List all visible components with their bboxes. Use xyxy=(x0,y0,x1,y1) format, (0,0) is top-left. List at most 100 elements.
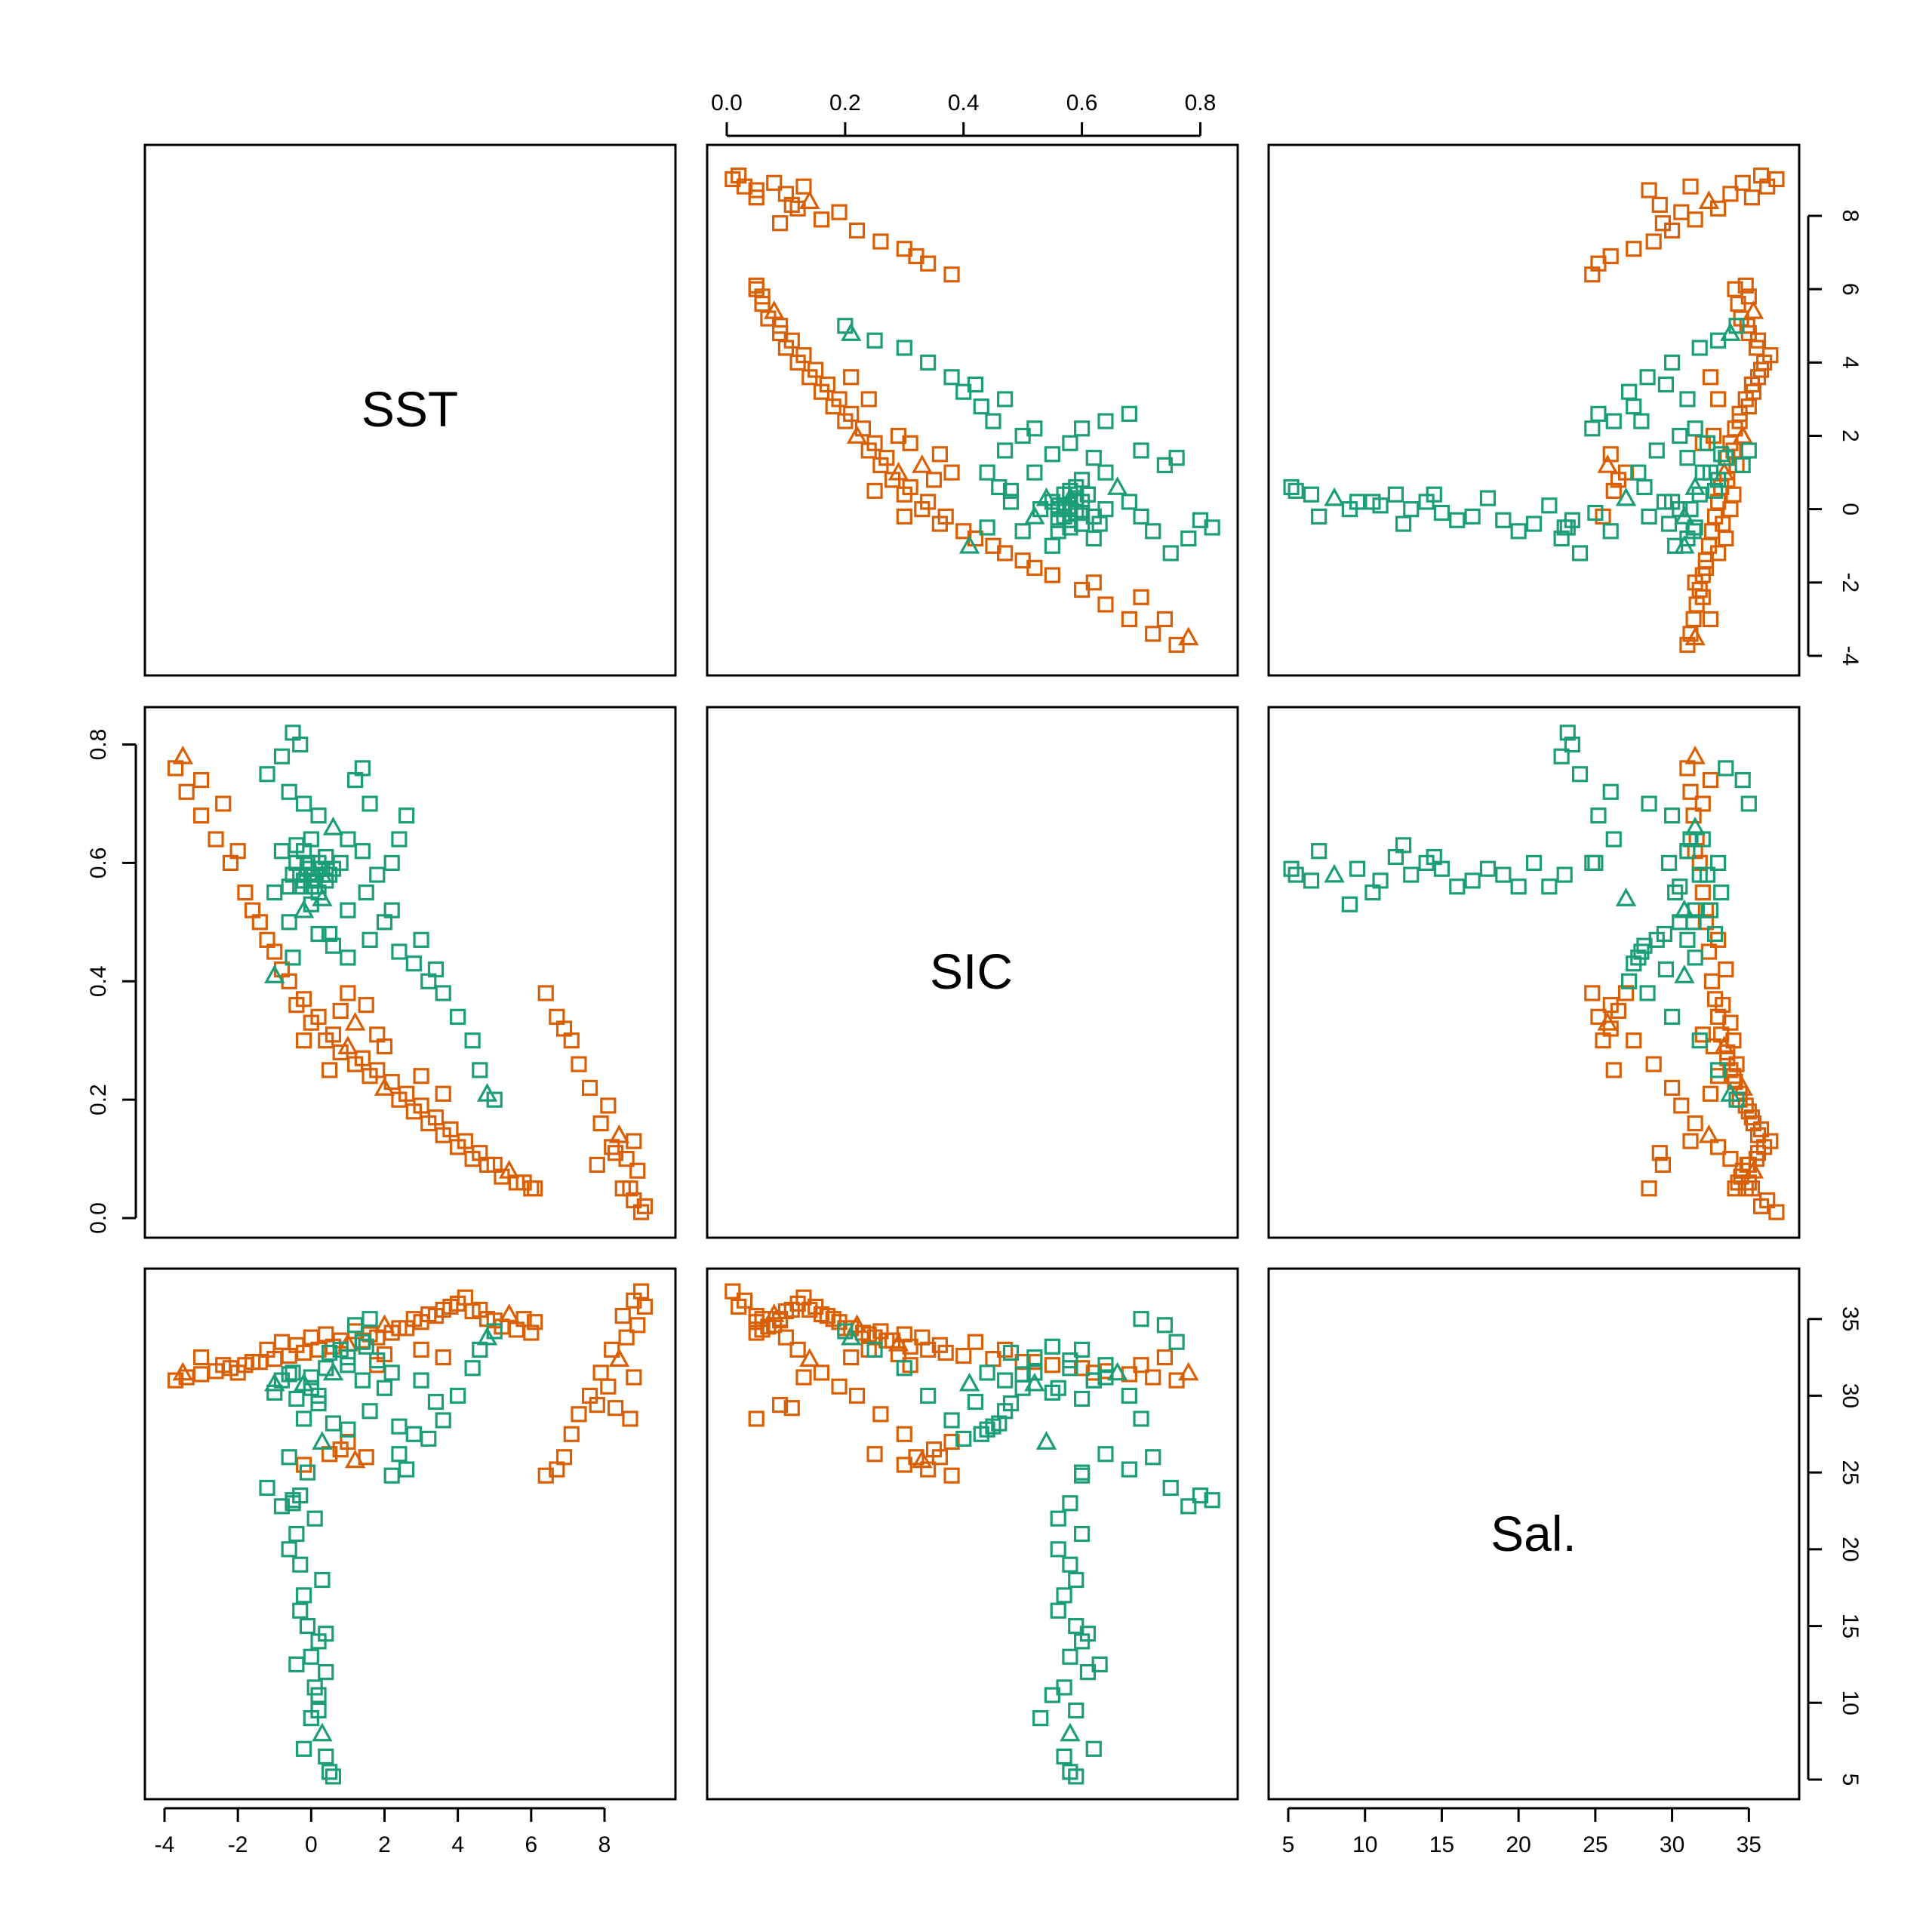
point-sic-vs-sal xyxy=(1559,724,1576,741)
point-sst-vs-sic xyxy=(731,167,747,184)
point-sic-vs-sst xyxy=(325,937,342,954)
point-sal-vs-sst xyxy=(413,1341,429,1358)
point-sst-vs-sic xyxy=(943,369,960,386)
tick-label: 0 xyxy=(1838,503,1863,515)
point-sic-vs-sst xyxy=(435,1127,451,1143)
point-sic-vs-sal xyxy=(1654,1156,1671,1174)
point-sal-vs-sic xyxy=(896,1457,912,1473)
point-sic-vs-sst xyxy=(600,1097,617,1114)
point-sal-vs-sic xyxy=(837,1323,854,1340)
point-sic-vs-sst xyxy=(344,1011,366,1031)
point-sic-vs-sst xyxy=(281,783,297,800)
point-sic-vs-sst xyxy=(478,1156,496,1174)
point-sic-vs-sal xyxy=(1595,1032,1611,1049)
point-sst-vs-sal xyxy=(1722,186,1739,202)
point-sst-vs-sic xyxy=(1014,523,1031,540)
point-sst-vs-sal xyxy=(1710,391,1727,408)
point-sic-vs-sst xyxy=(398,808,415,824)
point-sal-vs-sst xyxy=(325,1768,342,1785)
point-sst-vs-sic xyxy=(1085,574,1102,591)
point-sic-vs-sal xyxy=(1768,1204,1785,1220)
point-sic-vs-sst xyxy=(296,1032,312,1049)
point-sst-vs-sic xyxy=(1156,611,1174,628)
point-sst-vs-sal xyxy=(1633,413,1650,429)
panel-frame-sic-sst xyxy=(143,706,677,1239)
point-sic-vs-sal xyxy=(1698,1124,1720,1143)
tick-label: 30 xyxy=(1838,1383,1863,1408)
point-sal-vs-sic xyxy=(872,1406,889,1423)
point-sic-vs-sal xyxy=(1645,1056,1662,1072)
point-sic-vs-sst xyxy=(391,1091,408,1108)
point-sst-vs-sal xyxy=(1673,204,1690,220)
point-sst-vs-sal xyxy=(1324,487,1345,506)
point-sst-vs-sic xyxy=(1162,545,1179,561)
point-sic-vs-sst xyxy=(405,955,422,972)
point-sic-vs-sal xyxy=(1752,1198,1770,1214)
point-sst-vs-sic xyxy=(1026,464,1043,481)
point-sic-vs-sst xyxy=(347,771,364,789)
point-sic-vs-sst xyxy=(383,854,400,871)
point-sst-vs-sal xyxy=(1587,504,1604,521)
point-sic-vs-sst xyxy=(374,1077,395,1096)
point-sal-vs-sic xyxy=(1085,1740,1102,1757)
point-sic-vs-sal xyxy=(1590,808,1607,824)
point-sal-vs-sic xyxy=(1068,1768,1084,1785)
point-sst-vs-sic xyxy=(1133,442,1149,459)
point-sal-vs-sic xyxy=(1068,1571,1084,1589)
point-sic-vs-sal xyxy=(1663,1008,1681,1025)
point-sal-vs-sic xyxy=(1014,1354,1031,1371)
point-sic-vs-sst xyxy=(354,843,371,860)
tick-label: 8 xyxy=(1838,210,1863,223)
point-sic-vs-sal xyxy=(1639,985,1656,1001)
tick-label: -4 xyxy=(1838,646,1863,666)
point-sic-vs-sst xyxy=(237,884,254,901)
point-sal-vs-sst xyxy=(405,1426,422,1442)
point-sst-vs-sic xyxy=(1026,420,1043,437)
point-sst-vs-sal xyxy=(1657,376,1675,393)
point-sic-vs-sal xyxy=(1610,1002,1626,1020)
panels xyxy=(143,143,1801,1801)
tick-label: 5 xyxy=(1282,1832,1295,1857)
point-sst-vs-sic xyxy=(997,442,1014,459)
point-sic-vs-sst xyxy=(347,1056,364,1072)
point-sal-vs-sst xyxy=(383,1364,400,1381)
point-sal-vs-sst xyxy=(450,1387,466,1404)
point-sal-vs-sst xyxy=(285,1495,301,1512)
point-sic-vs-sal xyxy=(1715,997,1731,1014)
point-sic-vs-sal xyxy=(1584,985,1601,1001)
point-sic-vs-sal xyxy=(1740,1103,1757,1120)
point-sal-vs-sst xyxy=(303,1369,319,1386)
point-sal-vs-sic xyxy=(1178,1361,1199,1381)
point-sst-vs-sal xyxy=(1479,490,1497,506)
point-sal-vs-sic xyxy=(831,1378,848,1395)
point-sst-vs-sic xyxy=(1097,464,1114,481)
point-sic-vs-sst xyxy=(208,831,224,848)
point-sal-vs-sic xyxy=(866,1446,883,1463)
point-sal-vs-sst xyxy=(299,1464,316,1481)
point-sic-vs-sal xyxy=(1699,866,1715,883)
point-sal-vs-sst xyxy=(476,1326,498,1346)
point-sal-vs-sic xyxy=(840,1326,862,1346)
point-sal-vs-sst xyxy=(398,1461,415,1478)
point-sst-vs-sal xyxy=(1663,354,1681,371)
point-sst-vs-sic xyxy=(1085,530,1102,547)
point-sal-vs-sst xyxy=(192,1366,210,1383)
point-sst-vs-sal xyxy=(1426,486,1442,503)
point-sic-vs-sst xyxy=(391,943,408,960)
point-sal-vs-sic xyxy=(783,1400,800,1417)
point-sal-vs-sst xyxy=(332,1441,349,1458)
point-sst-vs-sic xyxy=(1091,515,1108,532)
point-sic-vs-sal xyxy=(1303,872,1320,889)
point-sst-vs-sic xyxy=(1133,508,1149,525)
point-sst-vs-sic xyxy=(1074,420,1091,437)
point-sic-vs-sal xyxy=(1597,1011,1618,1031)
point-sic-vs-sst xyxy=(321,1062,338,1078)
tick-label: 10 xyxy=(1838,1690,1863,1715)
point-sal-vs-sst xyxy=(244,1354,261,1371)
point-sst-vs-sal xyxy=(1641,182,1657,198)
point-sst-vs-sal xyxy=(1605,413,1622,429)
tick-label: 35 xyxy=(1737,1832,1761,1857)
point-sst-vs-sal xyxy=(1660,515,1678,532)
tick-label: -2 xyxy=(1838,572,1863,592)
tick-label: 6 xyxy=(525,1832,537,1857)
